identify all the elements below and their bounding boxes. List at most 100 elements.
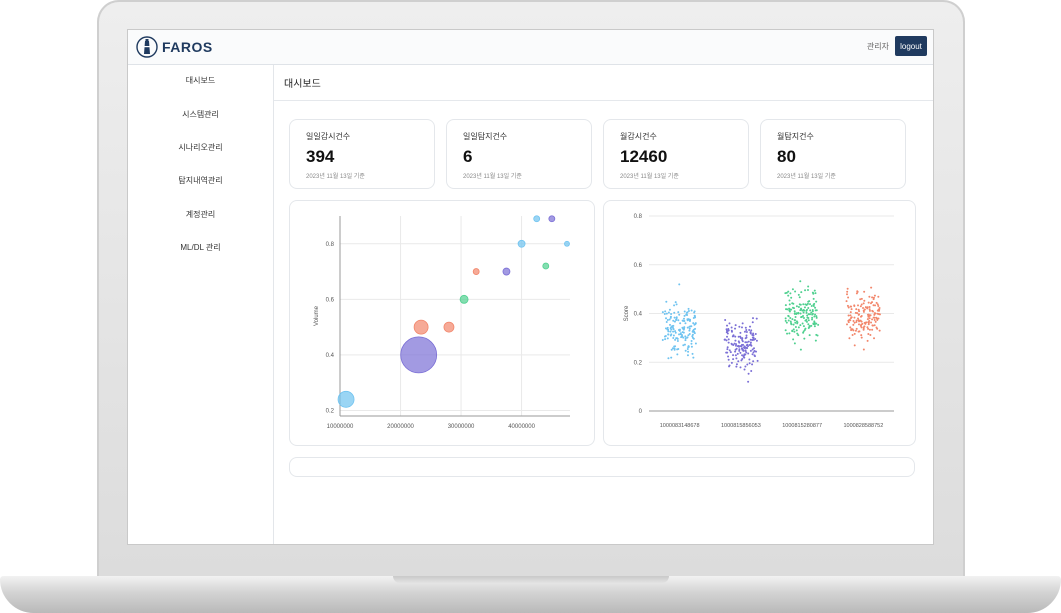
x-tick-label: 40000000 bbox=[508, 424, 535, 430]
strip-point bbox=[667, 311, 670, 314]
strip-point bbox=[867, 301, 870, 304]
strip-point bbox=[693, 315, 696, 318]
strip-point bbox=[866, 339, 869, 342]
strip-point bbox=[788, 332, 791, 335]
card-label: 월탐지건수 bbox=[777, 132, 814, 141]
strip-point bbox=[690, 345, 693, 348]
strip-point bbox=[666, 326, 669, 329]
x-tick-label: 20000000 bbox=[387, 424, 414, 430]
stat-card-monthly-monitor: 월감시건수 12460 2023년 11월 13일 기준 bbox=[603, 119, 749, 189]
strip-point bbox=[870, 321, 873, 324]
strip-point bbox=[862, 310, 865, 313]
strip-point bbox=[674, 301, 677, 304]
strip-chart[interactable]: 0 0.2 0.4 0.6 0.8 Score 1000083148678 100081585… bbox=[604, 201, 916, 446]
strip-point bbox=[806, 288, 809, 291]
bubble-chart[interactable]: 0.2 0.4 0.6 0.8 10000000 20000000 30000000 4000… bbox=[290, 201, 595, 446]
strip-point bbox=[860, 314, 863, 317]
strip-point bbox=[853, 316, 856, 319]
strip-point bbox=[849, 319, 852, 322]
y-tick-label: 0.4 bbox=[634, 312, 643, 318]
strip-point bbox=[692, 322, 695, 325]
strip-point bbox=[875, 326, 878, 329]
strip-point bbox=[877, 309, 880, 312]
strip-point bbox=[792, 328, 795, 331]
strip-point bbox=[755, 339, 758, 342]
strip-point bbox=[670, 348, 673, 351]
strip-point bbox=[677, 329, 680, 332]
strip-point bbox=[672, 336, 675, 339]
strip-point bbox=[849, 311, 852, 314]
strip-point bbox=[789, 292, 792, 295]
strip-point bbox=[738, 349, 741, 352]
strip-point bbox=[866, 307, 869, 310]
y-tick-label: 0.2 bbox=[634, 360, 643, 366]
strip-point bbox=[691, 352, 694, 355]
sidebar-item-dashboard[interactable]: 대시보드 bbox=[185, 76, 216, 85]
card-label: 월감시건수 bbox=[620, 132, 657, 141]
strip-point bbox=[754, 337, 757, 340]
strip-point bbox=[808, 313, 811, 316]
strip-point bbox=[672, 330, 675, 333]
logo[interactable]: FAROS bbox=[136, 36, 213, 58]
strip-point bbox=[690, 342, 693, 345]
strip-point bbox=[726, 335, 729, 338]
strip-point bbox=[853, 332, 856, 335]
sidebar-item-mldl[interactable]: ML/DL 관리 bbox=[180, 243, 221, 252]
strip-point bbox=[853, 321, 856, 324]
strip-point bbox=[743, 330, 746, 333]
strip-point bbox=[874, 320, 877, 323]
strip-point bbox=[869, 333, 872, 336]
strip-point bbox=[867, 314, 870, 317]
strip-point bbox=[694, 322, 697, 325]
sidebar-item-account[interactable]: 계정관리 bbox=[185, 210, 216, 219]
strip-point bbox=[791, 329, 794, 332]
strip-point bbox=[748, 329, 751, 332]
strip-point bbox=[803, 337, 806, 340]
strip-point bbox=[805, 320, 808, 323]
strip-point bbox=[676, 348, 679, 351]
strip-point bbox=[855, 319, 858, 322]
strip-point bbox=[807, 307, 810, 310]
strip-point bbox=[672, 324, 675, 327]
card-value: 394 bbox=[306, 147, 335, 166]
strip-point bbox=[749, 341, 752, 344]
sidebar-item-detection[interactable]: 탐지내역관리 bbox=[178, 176, 223, 185]
strip-point bbox=[731, 343, 734, 346]
strip-point bbox=[802, 303, 805, 306]
strip-point bbox=[690, 339, 693, 342]
sidebar-item-system[interactable]: 시스템관리 bbox=[182, 110, 219, 119]
sidebar-item-scenario[interactable]: 시나리오관리 bbox=[178, 143, 223, 152]
strip-point bbox=[741, 354, 744, 357]
logout-button[interactable]: logout bbox=[895, 36, 927, 56]
strip-point bbox=[794, 321, 797, 324]
x-tick-label: 1000828588752 bbox=[843, 423, 883, 429]
strip-point bbox=[799, 309, 802, 312]
strip-point bbox=[730, 361, 733, 364]
strip-point bbox=[807, 323, 810, 326]
strip-point bbox=[810, 311, 813, 314]
strip-point bbox=[784, 317, 787, 320]
strip-point bbox=[792, 338, 795, 341]
strip-point bbox=[734, 327, 737, 330]
strip-point bbox=[665, 312, 668, 315]
strip-point bbox=[723, 338, 726, 341]
strip-point bbox=[684, 349, 687, 352]
strip-point bbox=[803, 309, 806, 312]
strip-point bbox=[847, 321, 850, 324]
strip-point bbox=[860, 297, 863, 300]
strip-point bbox=[867, 327, 870, 330]
strip-point bbox=[858, 320, 861, 323]
strip-point bbox=[814, 306, 817, 309]
strip-point bbox=[785, 321, 788, 324]
strip-point bbox=[664, 327, 667, 330]
strip-point bbox=[789, 317, 792, 320]
strip-point bbox=[795, 305, 798, 308]
strip-point bbox=[743, 368, 746, 371]
strip-point bbox=[667, 330, 670, 333]
strip-point bbox=[846, 323, 849, 326]
user-name: 관리자 bbox=[866, 42, 889, 51]
strip-point bbox=[739, 366, 742, 369]
strip-point bbox=[817, 323, 820, 326]
strip-point bbox=[674, 338, 677, 341]
card-value: 80 bbox=[777, 147, 796, 166]
